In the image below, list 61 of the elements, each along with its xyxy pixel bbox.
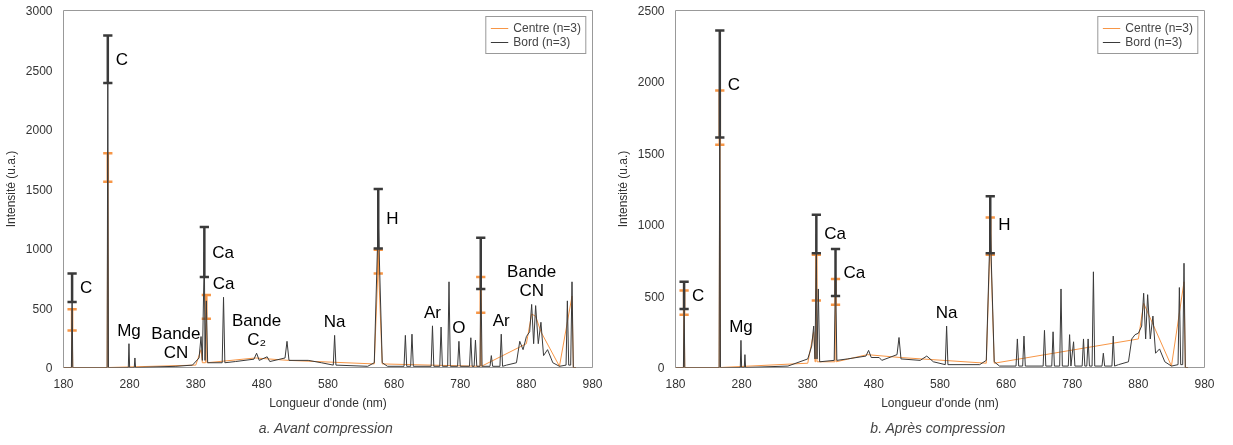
y-tick-label: 2500 — [25, 63, 53, 78]
y-axis-title: Intensité (u.a.) — [615, 150, 630, 228]
y-tick-label: 1500 — [637, 146, 665, 161]
x-tick-label: 480 — [251, 376, 273, 391]
annotation: C — [727, 74, 741, 94]
y-tick-label: 0 — [657, 361, 665, 375]
text: a. Avant compression — [258, 419, 393, 436]
x-tick-label: 780 — [1062, 376, 1083, 391]
annotation: H — [998, 215, 1011, 235]
text: b. Après compression — [870, 419, 1006, 436]
x-tick-label: 680 — [384, 376, 405, 391]
x-tick-label: 380 — [185, 376, 207, 391]
annotation: Bande CN — [507, 262, 557, 301]
annotation: H — [386, 209, 399, 229]
y-axis-title: Intensité (u.a.) — [3, 150, 18, 228]
annotation: Ca — [212, 274, 235, 294]
x-tick-label: 180 — [53, 376, 74, 391]
annotation: Mg — [729, 317, 753, 337]
y-tick-label: 1500 — [25, 182, 53, 197]
annotation: Na — [323, 312, 347, 332]
x-tick-label: 280 — [119, 376, 140, 391]
y-tick-label: 2000 — [25, 123, 53, 137]
annotation: C — [692, 285, 705, 305]
y-tick-label: 0 — [45, 361, 53, 375]
x-axis-title: Longueur d'onde (nm) — [881, 395, 999, 410]
y-tick-label: 1000 — [25, 242, 53, 256]
x-tick-label: 880 — [516, 376, 537, 391]
x-tick-label: 580 — [929, 376, 951, 391]
annotation: C — [80, 278, 93, 298]
annotation: Ca — [843, 263, 866, 283]
annotation: Mg — [117, 320, 141, 340]
legend-label: Bord (n=3) — [1125, 35, 1183, 49]
y-tick-label: 2000 — [637, 75, 665, 90]
x-tick-label: 480 — [863, 376, 885, 391]
annotation: Ar — [423, 302, 442, 322]
x-tick-label: 580 — [317, 376, 339, 391]
x-axis-title: Longueur d'onde (nm) — [269, 395, 387, 410]
x-tick-label: 380 — [797, 376, 819, 391]
annotation: C — [115, 49, 129, 69]
x-tick-label: 280 — [731, 376, 752, 391]
y-tick-label: 2500 — [637, 4, 665, 18]
annotation: Na — [935, 303, 959, 323]
annotation: Bande C₂ — [232, 311, 282, 350]
x-tick-label: 980 — [1194, 376, 1215, 391]
x-tick-label: 680 — [996, 376, 1017, 391]
annotation: Ar — [492, 311, 511, 331]
legend-label: Bord (n=3) — [513, 35, 571, 49]
x-tick-label: 980 — [582, 376, 603, 391]
annotation: Bande CN — [151, 324, 201, 363]
y-tick-label: 500 — [644, 289, 665, 304]
legend-label: Centre (n=3) — [513, 21, 581, 35]
legend-label: Centre (n=3) — [1125, 21, 1193, 35]
annotation: Ca — [824, 224, 847, 244]
y-tick-label: 1000 — [637, 218, 665, 233]
x-tick-label: 180 — [665, 376, 686, 391]
y-tick-label: 500 — [32, 301, 53, 316]
y-tick-label: 3000 — [25, 4, 53, 18]
x-tick-label: 880 — [1128, 376, 1149, 391]
annotation: Ca — [212, 242, 235, 262]
annotation: O — [452, 318, 466, 338]
x-tick-label: 780 — [450, 376, 471, 391]
